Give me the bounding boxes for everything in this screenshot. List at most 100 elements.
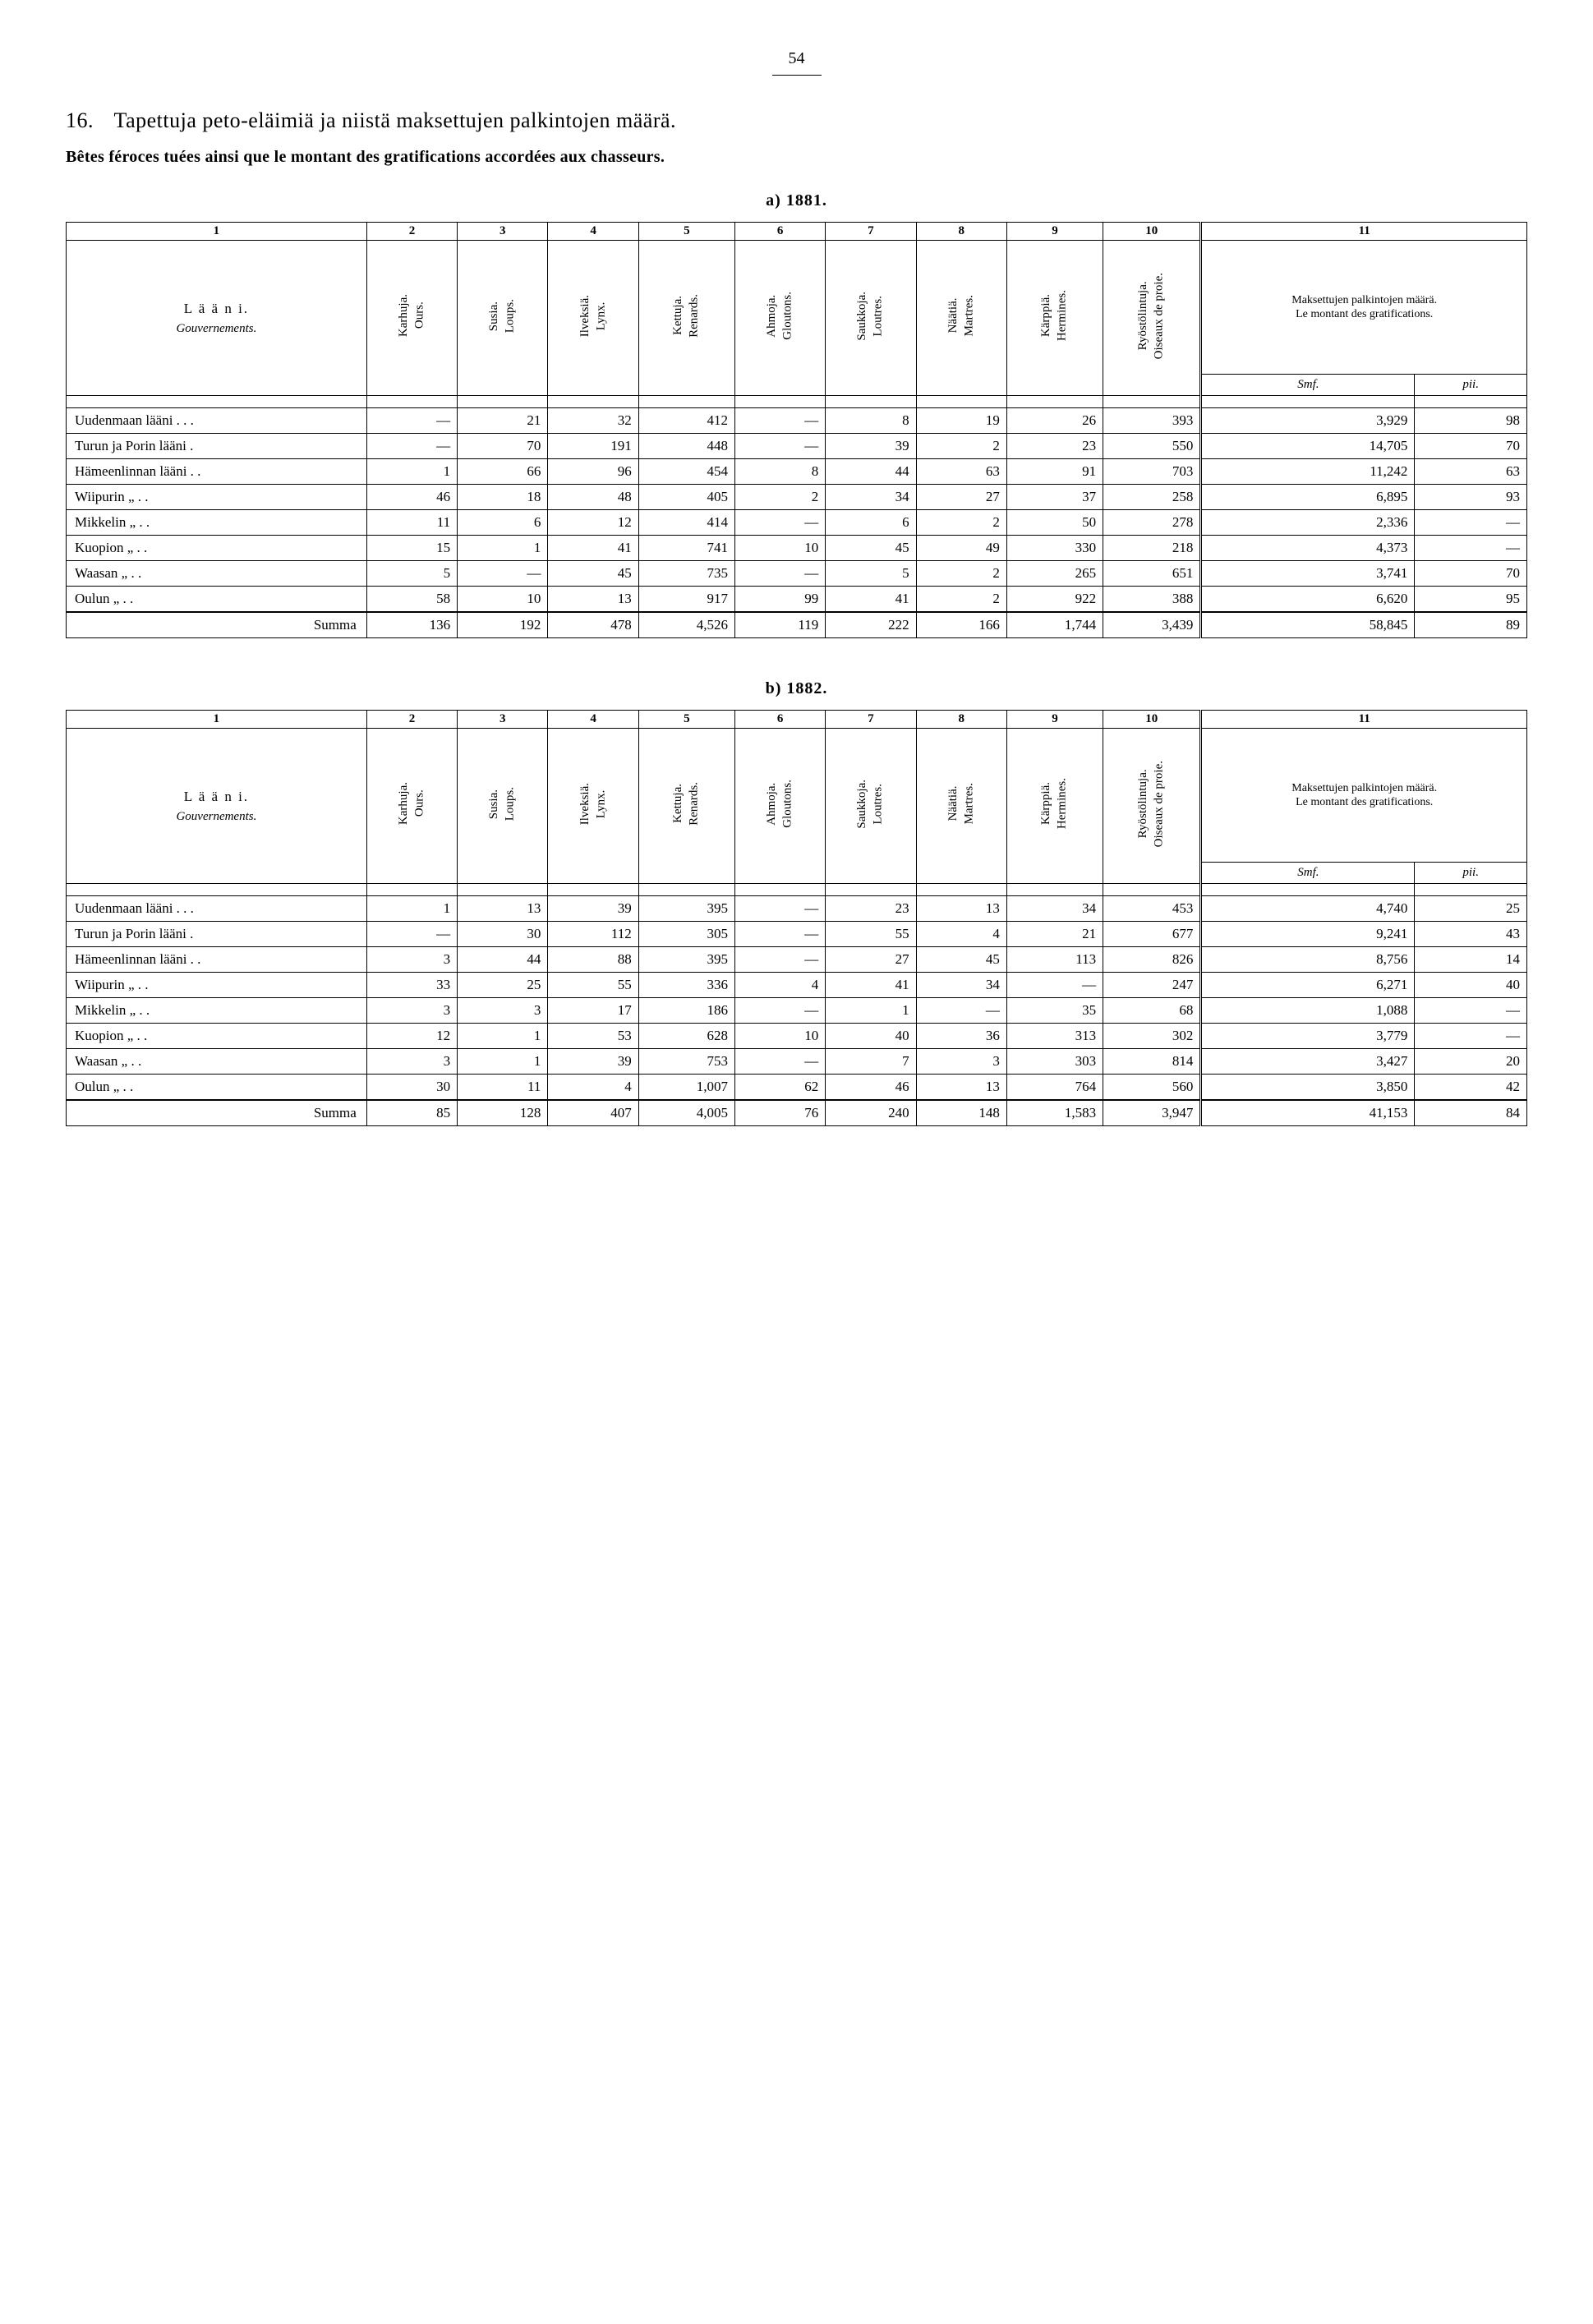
page-number: 54 bbox=[66, 49, 1527, 68]
column-number: 6 bbox=[734, 711, 825, 729]
column-number: 3 bbox=[458, 711, 548, 729]
data-cell: — bbox=[916, 998, 1006, 1024]
data-cell: 48 bbox=[548, 485, 638, 510]
data-cell: 88 bbox=[548, 947, 638, 973]
table-label: a) 1881. bbox=[66, 191, 1527, 210]
column-number: 7 bbox=[826, 711, 916, 729]
data-cell: 70 bbox=[1415, 434, 1527, 459]
table-row: Hämeenlinnan lääni . .34488395—274511382… bbox=[67, 947, 1527, 973]
data-cell: 91 bbox=[1006, 459, 1103, 485]
data-cell: 44 bbox=[458, 947, 548, 973]
summa-cell: 1,744 bbox=[1006, 612, 1103, 638]
unit-header-sub: pii. bbox=[1415, 863, 1527, 884]
summa-cell: 76 bbox=[734, 1100, 825, 1126]
data-cell: 66 bbox=[458, 459, 548, 485]
column-number: 8 bbox=[916, 223, 1006, 241]
data-cell: 33 bbox=[366, 973, 457, 998]
data-cell: 99 bbox=[734, 587, 825, 613]
table-row: Oulun „ . .301141,0076246137645603,85042 bbox=[67, 1075, 1527, 1101]
data-cell: 30 bbox=[458, 922, 548, 947]
data-cell: 32 bbox=[548, 408, 638, 434]
data-cell: 1 bbox=[458, 1049, 548, 1075]
table-row: Uudenmaan lääni . . .11339395—2313344534… bbox=[67, 896, 1527, 922]
data-cell: 11 bbox=[366, 510, 457, 536]
data-cell: 8,756 bbox=[1201, 947, 1415, 973]
summa-cell: 41,153 bbox=[1201, 1100, 1415, 1126]
column-number: 11 bbox=[1201, 223, 1527, 241]
data-cell: 278 bbox=[1103, 510, 1201, 536]
data-cell: 7 bbox=[826, 1049, 916, 1075]
column-number: 10 bbox=[1103, 223, 1201, 241]
data-cell: 395 bbox=[638, 947, 734, 973]
data-cell: 1,007 bbox=[638, 1075, 734, 1101]
region-cell: Waasan „ . . bbox=[67, 561, 367, 587]
data-cell: 46 bbox=[826, 1075, 916, 1101]
region-cell: Oulun „ . . bbox=[67, 1075, 367, 1101]
region-cell: Mikkelin „ . . bbox=[67, 998, 367, 1024]
data-cell: 13 bbox=[916, 896, 1006, 922]
data-cell: — bbox=[1415, 1024, 1527, 1049]
column-number: 3 bbox=[458, 223, 548, 241]
data-cell: — bbox=[734, 510, 825, 536]
data-cell: — bbox=[734, 947, 825, 973]
data-cell: 30 bbox=[366, 1075, 457, 1101]
data-cell: 303 bbox=[1006, 1049, 1103, 1075]
table-row: Mikkelin „ . .11612414—62502782,336— bbox=[67, 510, 1527, 536]
data-cell: 25 bbox=[458, 973, 548, 998]
column-header: Näätiä.Martres. bbox=[916, 241, 1006, 396]
column-number: 4 bbox=[548, 711, 638, 729]
data-cell: — bbox=[1415, 510, 1527, 536]
data-cell: 63 bbox=[1415, 459, 1527, 485]
data-cell: 45 bbox=[916, 947, 1006, 973]
table-row: Kuopion „ . .151417411045493302184,373— bbox=[67, 536, 1527, 561]
data-cell: 13 bbox=[916, 1075, 1006, 1101]
data-cell: 43 bbox=[1415, 922, 1527, 947]
region-cell: Oulun „ . . bbox=[67, 587, 367, 613]
column-header: Kettuja.Renards. bbox=[638, 241, 734, 396]
data-cell: 5 bbox=[826, 561, 916, 587]
data-cell: 10 bbox=[734, 536, 825, 561]
subheading: Bêtes féroces tuées ainsi que le montant… bbox=[66, 148, 1527, 167]
column-header: Ilveksiä.Lynx. bbox=[548, 729, 638, 884]
data-cell: 2 bbox=[916, 510, 1006, 536]
region-cell: Hämeenlinnan lääni . . bbox=[67, 459, 367, 485]
data-cell: 4 bbox=[916, 922, 1006, 947]
data-cell: 62 bbox=[734, 1075, 825, 1101]
summa-cell: 1,583 bbox=[1006, 1100, 1103, 1126]
data-cell: 27 bbox=[916, 485, 1006, 510]
summa-label: Summa bbox=[67, 612, 367, 638]
data-cell: 305 bbox=[638, 922, 734, 947]
data-cell: 6,620 bbox=[1201, 587, 1415, 613]
table-row: Turun ja Porin lääni .—30112305—55421677… bbox=[67, 922, 1527, 947]
data-cell: 18 bbox=[458, 485, 548, 510]
table-label: b) 1882. bbox=[66, 679, 1527, 698]
region-cell: Uudenmaan lääni . . . bbox=[67, 408, 367, 434]
region-cell: Uudenmaan lääni . . . bbox=[67, 896, 367, 922]
region-cell: Hämeenlinnan lääni . . bbox=[67, 947, 367, 973]
data-cell: 560 bbox=[1103, 1075, 1201, 1101]
data-cell: 405 bbox=[638, 485, 734, 510]
data-cell: 922 bbox=[1006, 587, 1103, 613]
summa-cell: 85 bbox=[366, 1100, 457, 1126]
summa-cell: 192 bbox=[458, 612, 548, 638]
data-cell: 186 bbox=[638, 998, 734, 1024]
data-table: 1234567891011L ä ä n i.Gouvernements.Kar… bbox=[66, 710, 1527, 1126]
data-cell: 5 bbox=[366, 561, 457, 587]
data-cell: 395 bbox=[638, 896, 734, 922]
data-cell: — bbox=[734, 896, 825, 922]
summa-cell: 89 bbox=[1415, 612, 1527, 638]
data-cell: 21 bbox=[458, 408, 548, 434]
column-header-region: L ä ä n i.Gouvernements. bbox=[67, 241, 367, 396]
column-header: Karhuja.Ours. bbox=[366, 729, 457, 884]
data-cell: 1 bbox=[458, 1024, 548, 1049]
table-row: Hämeenlinnan lääni . .166964548446391703… bbox=[67, 459, 1527, 485]
region-cell: Turun ja Porin lääni . bbox=[67, 434, 367, 459]
data-cell: 1 bbox=[826, 998, 916, 1024]
data-cell: 3,741 bbox=[1201, 561, 1415, 587]
data-cell: 23 bbox=[1006, 434, 1103, 459]
data-cell: — bbox=[366, 408, 457, 434]
data-cell: 40 bbox=[826, 1024, 916, 1049]
data-table: 1234567891011L ä ä n i.Gouvernements.Kar… bbox=[66, 222, 1527, 638]
data-cell: 15 bbox=[366, 536, 457, 561]
data-cell: 3,779 bbox=[1201, 1024, 1415, 1049]
